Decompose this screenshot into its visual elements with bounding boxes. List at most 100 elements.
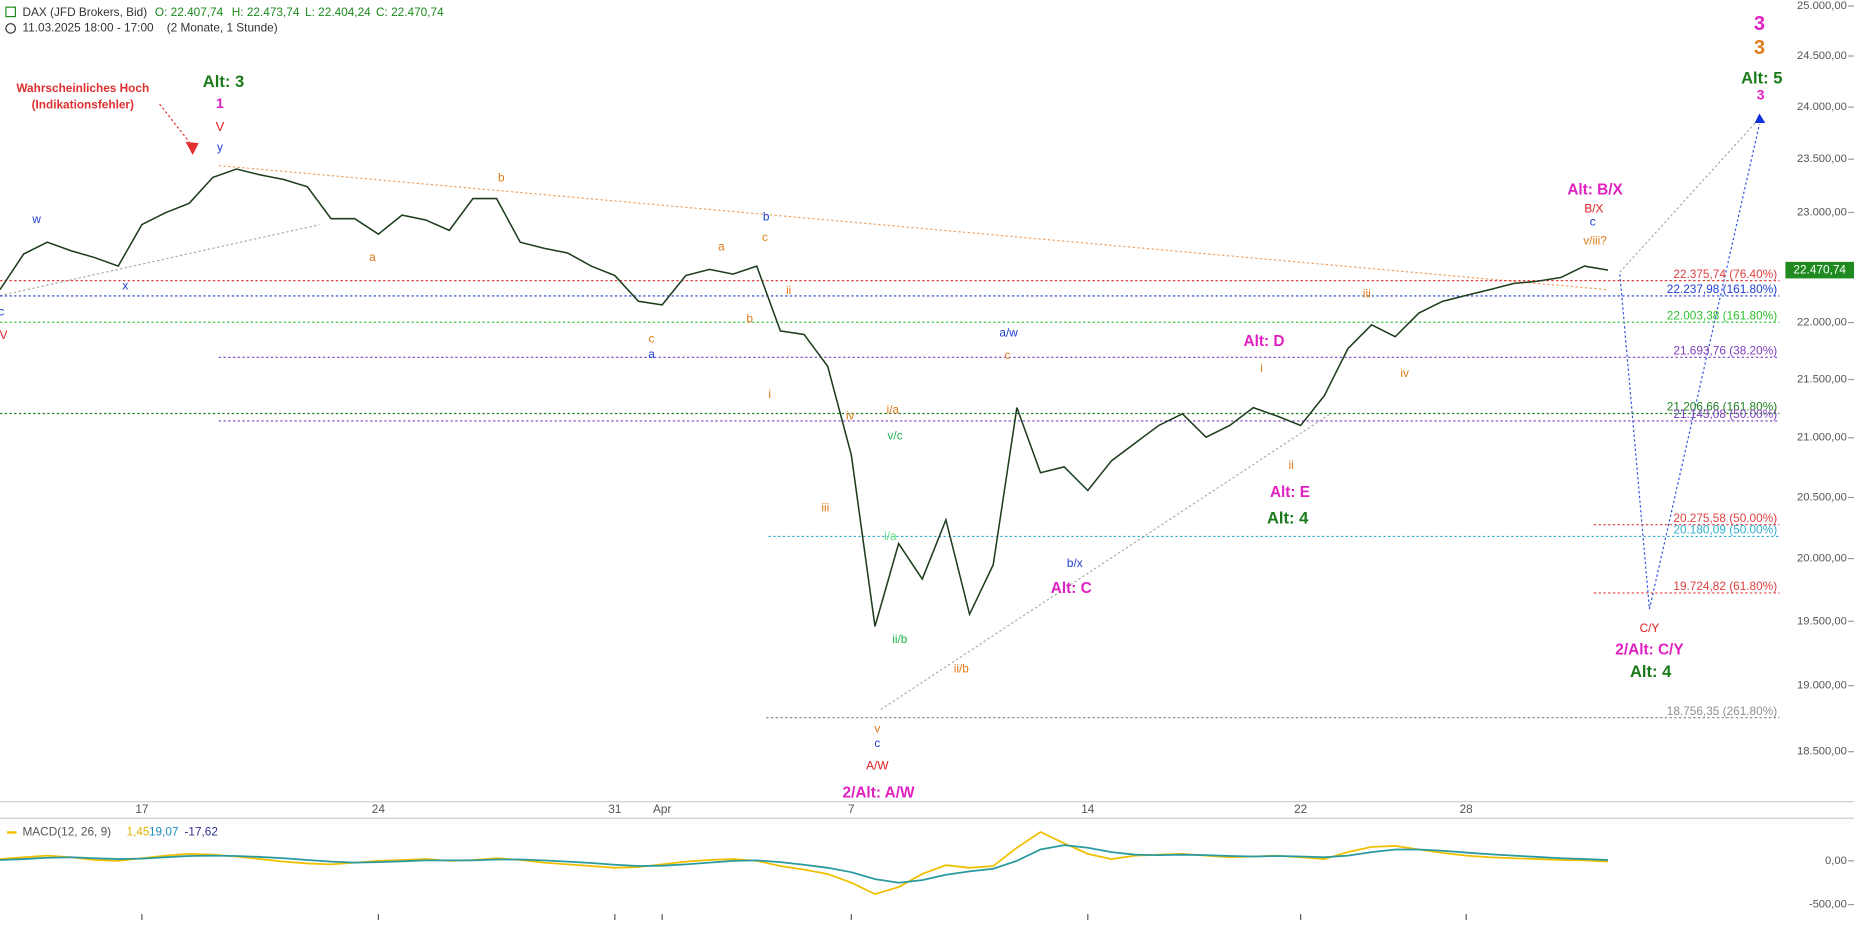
fib-label: 21.143,08 (50.00%) [1673, 407, 1777, 421]
x-tick-label: 7 [848, 802, 855, 816]
wave-label: ii [786, 283, 791, 297]
wave-label: ii/b [954, 661, 970, 675]
wave-label: (Indikationsfehler) [32, 97, 134, 111]
wave-label: iv [1400, 366, 1409, 380]
wave-label: iii [1363, 287, 1371, 301]
pointer [159, 103, 190, 143]
fib-label: 21.693,76 (38.20%) [1673, 343, 1777, 357]
macd-readout: -17,62 [184, 825, 218, 839]
wave-label: Alt: 3 [203, 72, 244, 91]
open: O: 22.407,74 [155, 5, 224, 19]
wave-label: V [216, 119, 225, 134]
macd-tick-label: -500,00 [1809, 899, 1847, 911]
wave-label: c [762, 230, 768, 244]
high: H: 22.473,74 [232, 5, 300, 19]
y-tick-label: 22.000,00 [1797, 317, 1847, 329]
macd-title: MACD(12, 26, 9) [22, 825, 111, 839]
y-tick-label: 24.500,00 [1797, 50, 1847, 62]
wave-label: v/iii? [1583, 233, 1607, 247]
wave-label: c [874, 736, 880, 750]
y-tick-label: 21.500,00 [1797, 373, 1847, 385]
x-tick-label: 31 [608, 802, 621, 816]
y-tick-label: 20.000,00 [1797, 553, 1847, 565]
x-tick-label: Apr [653, 802, 671, 816]
wave-label: a/w [999, 326, 1018, 340]
wave-label: i/a [886, 402, 899, 416]
wave-label: 3 [1754, 37, 1765, 59]
trend-line [218, 164, 1609, 291]
x-tick-label: 17 [135, 802, 148, 816]
wave-label: C/Y [1640, 621, 1660, 635]
wave-label: a [369, 250, 376, 264]
wave-label: V [0, 328, 8, 342]
wave-label: c [1004, 348, 1010, 362]
macd-tick-label: 0,00 [1825, 855, 1847, 867]
wave-label: i/a [884, 529, 897, 543]
projection-arrow [1754, 113, 1766, 124]
wave-label: 3 [1754, 13, 1765, 35]
wave-label: b/x [1067, 556, 1083, 570]
fib-label: 20.275,58 (50.00%) [1673, 511, 1777, 525]
wave-label: b [746, 311, 753, 325]
y-tick-label: 23.500,00 [1797, 153, 1847, 165]
wave-label: iv [846, 408, 855, 422]
symbol: DAX (JFD Brokers, Bid) [22, 5, 147, 19]
wave-label: Alt: B/X [1567, 181, 1623, 198]
y-tick-label: 25.000,00 [1797, 0, 1847, 12]
wave-label: b [763, 210, 770, 224]
wave-label: Alt: D [1244, 333, 1285, 350]
fib-label: 20.180,09 (50.00%) [1673, 523, 1777, 537]
wave-label: v/c [888, 428, 903, 442]
wave-label: Alt: C [1051, 580, 1092, 597]
period: (2 Monate, 1 Stunde) [167, 21, 278, 35]
fib-label: 19.724,82 (61.80%) [1673, 579, 1777, 593]
y-tick-label: 20.500,00 [1797, 491, 1847, 503]
wave-label: ii/b [892, 632, 908, 646]
wave-label: 2/Alt: C/Y [1615, 641, 1683, 658]
wave-label: Alt: 5 [1741, 69, 1782, 88]
symbol-icon [5, 6, 16, 18]
clock-icon [5, 23, 16, 34]
fib-label: 22.375,74 (76.40%) [1673, 267, 1777, 281]
low: L: 22.404,24 [305, 5, 371, 19]
wave-label: b [498, 171, 505, 185]
wave-label: c [649, 332, 655, 346]
y-tick-label: 23.000,00 [1797, 206, 1847, 218]
y-tick-label: 24.000,00 [1797, 101, 1847, 113]
wave-label: w [31, 212, 41, 226]
price-line [0, 168, 1609, 627]
price-tag-label: 22.470,74 [1793, 262, 1846, 276]
fib-label: 21.206,66 (161.80%) [1667, 400, 1777, 414]
y-tick-label: 19.500,00 [1797, 615, 1847, 627]
wave-label: i [768, 387, 771, 401]
date-range: 11.03.2025 18:00 - 17:00 [22, 21, 154, 35]
pointer-arrow [185, 141, 199, 155]
wave-label: v [874, 722, 880, 736]
wave-label: a [648, 347, 655, 361]
wave-label: 1 [216, 96, 224, 112]
fib-label: 22.237,98 (161.80%) [1667, 282, 1777, 296]
wave-label: A/W [866, 758, 889, 772]
y-tick-label: 18.500,00 [1797, 746, 1847, 758]
wave-label: 2/Alt: A/W [843, 784, 915, 801]
wave-label: B/X [1584, 201, 1603, 215]
wave-label: Alt: 4 [1267, 508, 1309, 527]
wave-label: ii [1289, 458, 1294, 472]
wave-label: x [122, 278, 128, 292]
wave-label: c [0, 304, 4, 318]
close: C: 22.470,74 [376, 5, 444, 19]
wave-label: iii [821, 501, 829, 515]
fib-label: 18.756,35 (261.80%) [1667, 704, 1777, 718]
projection [1619, 124, 1760, 610]
wave-label: Wahrscheinliches Hoch [16, 81, 149, 95]
price-tag [1785, 261, 1854, 279]
macd-line [0, 844, 1609, 884]
wave-label: Alt: 4 [1630, 662, 1672, 681]
x-tick-label: 28 [1460, 802, 1474, 816]
wave-label: y [217, 140, 223, 154]
wave-label: Alt: E [1270, 484, 1310, 501]
wave-label: c [1590, 214, 1596, 228]
macd-readout: 1,45 [127, 825, 150, 839]
